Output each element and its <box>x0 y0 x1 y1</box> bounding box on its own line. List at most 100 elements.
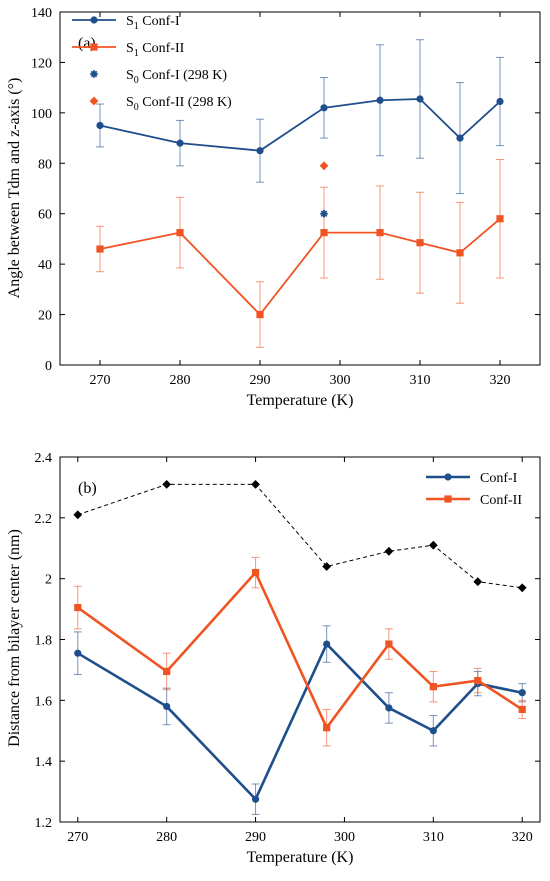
panel-b-plot-frame <box>59 456 541 823</box>
panel-a-data-point <box>96 121 104 130</box>
panel-a-legend-marker-ray <box>90 70 98 78</box>
panel-a-x-tick-label: 320 <box>490 373 511 388</box>
panel-b-data-point <box>163 667 171 676</box>
panel-b-series-line <box>77 483 523 589</box>
panel-a-series-1 <box>96 159 504 348</box>
panel-a-series-0 <box>96 39 504 195</box>
panel-b-x-tick-label: 270 <box>67 830 88 845</box>
panel-a-legend-label-rest: Conf-II <box>139 41 185 56</box>
panel-a-y-tick-label: 20 <box>38 309 52 324</box>
panel-a-plot-frame <box>59 11 541 366</box>
panel-a-legend-marker <box>90 43 98 51</box>
panel-a-data-point <box>456 249 464 257</box>
panel-b-y-tick-label: 1.6 <box>35 694 53 709</box>
panel-b-x-tick-label: 300 <box>334 830 355 845</box>
panel-a-legend-label: S0 Conf-II (298 K) <box>126 95 232 113</box>
panel-a-legend-marker <box>90 16 98 24</box>
panel-b-data-point <box>162 479 172 489</box>
panel-a-x-tick-label: 290 <box>250 373 271 388</box>
panel-b-data-point <box>385 704 393 712</box>
panel-b-x-tick-label: 290 <box>245 830 266 845</box>
panel-a-y-tick-label: 140 <box>31 6 52 21</box>
panel-b-data-point <box>517 583 527 593</box>
panel-b-data-point <box>323 640 331 648</box>
panel-a-data-point <box>96 245 104 253</box>
panel-a-legend-label-rest: Conf-I (298 K) <box>139 68 228 83</box>
panel-a-y-tick-label: 80 <box>38 157 52 172</box>
panel-b-data-point <box>429 727 437 735</box>
panel-b-legend-marker <box>444 473 452 481</box>
panel-a-data-point <box>416 95 424 103</box>
panel-b-y-tick-label: 2.4 <box>35 451 53 466</box>
panel-a-y-tick-label: 60 <box>38 208 52 223</box>
panel-b-legend-marker <box>444 495 452 503</box>
panel-a-data-point <box>320 209 328 218</box>
panel-a-legend-entry: S0 Conf-II (298 K) <box>89 95 232 113</box>
panel-b-data-point <box>251 479 260 489</box>
panel-b-data-point <box>74 603 82 612</box>
panel-a-legend-label-base: S <box>126 41 134 56</box>
panel-b-data-point <box>474 676 482 685</box>
panel-a-data-point-ray <box>320 210 328 218</box>
panel-a-legend-marker <box>89 96 99 106</box>
panel-a-y-tick-label: 0 <box>45 359 52 374</box>
panel-b-y-tick-label: 2.2 <box>35 512 53 527</box>
panel-b-y-tick-label: 1.8 <box>35 634 53 649</box>
panel-a-y-tick-label: 40 <box>38 258 52 273</box>
panel-b-data-point <box>473 577 483 587</box>
panel-a-x-tick-label: 270 <box>90 373 111 388</box>
panel-a-legend-label: S1 Conf-II <box>126 41 185 59</box>
panel-b-data-point <box>251 795 260 803</box>
panel-a-y-axis-label: Angle between Tdm and z-axis (°) <box>6 78 23 299</box>
panel-b-legend-label: Conf-I <box>480 471 518 486</box>
panel-b-data-point <box>323 724 331 732</box>
panel-a-series-line <box>99 218 501 316</box>
panel-a-legend-label-base: S <box>126 14 134 29</box>
panel-b-y-tick-label: 1.4 <box>35 755 53 770</box>
panel-b-x-tick-label: 310 <box>423 830 444 845</box>
panel-a-legend-label: S1 Conf-I <box>126 14 180 32</box>
panel-b-series-line <box>77 570 523 731</box>
panel-a-legend-label-sub: 1 <box>134 48 139 59</box>
panel-b-x-tick-label: 320 <box>512 830 533 845</box>
panel-b-data-point <box>322 562 332 571</box>
panel-a-legend-label-sub: 0 <box>134 102 139 113</box>
panel-a-data-point <box>319 161 329 171</box>
panel-a-data-point <box>320 104 328 112</box>
panel-b-data-point <box>384 546 394 556</box>
panel-b-x-tick-label: 280 <box>156 830 177 845</box>
panel-b-series-1 <box>73 556 527 747</box>
panel-b-data-point <box>518 705 526 714</box>
panel-b-series-2 <box>73 479 527 593</box>
panel-a-data-point <box>320 229 328 237</box>
panel-a-x-tick-label: 280 <box>170 373 191 388</box>
panel-a-data-point <box>496 215 504 223</box>
panel-a-legend-label-base: S <box>126 68 134 83</box>
panel-a-data-point <box>376 229 384 237</box>
panel-a-legend-entry: S1 Conf-II <box>72 41 185 59</box>
panel-a-y-tick-label: 100 <box>31 107 52 122</box>
panel-b-data-point <box>163 702 171 711</box>
panel-b-data-point <box>74 649 82 657</box>
panel-a-x-tick-label: 310 <box>410 373 431 388</box>
panel-a-data-point <box>456 134 464 142</box>
panel-a-y-tick-label: 120 <box>31 56 52 71</box>
panel-a-legend-label-base: S <box>126 95 134 110</box>
panel-a-legend-marker <box>90 70 98 78</box>
panel-b-data-point <box>518 689 526 697</box>
panel-a-legend-label-rest: Conf-II (298 K) <box>139 95 232 110</box>
panel-b-y-tick-label: 1.2 <box>35 816 53 831</box>
panel-a-legend-label-sub: 0 <box>134 75 139 86</box>
panel-a-series-line <box>99 98 501 152</box>
panel-b-y-axis-label: Distance from bilayer center (nm) <box>6 529 23 747</box>
panel-b-y-tick-label: 2 <box>45 573 52 588</box>
panel-a-legend-label-rest: Conf-I <box>139 14 180 29</box>
panel-b-legend-entry: Conf-II <box>426 493 522 508</box>
panel-a-data-point <box>496 97 504 106</box>
panel-a-legend-label: S0 Conf-I (298 K) <box>126 68 227 86</box>
panel-b-data-point <box>251 568 260 577</box>
panel-b-series-0 <box>73 625 527 815</box>
panel-a-data-point <box>256 310 264 319</box>
panel-b-legend-label: Conf-II <box>480 493 522 508</box>
